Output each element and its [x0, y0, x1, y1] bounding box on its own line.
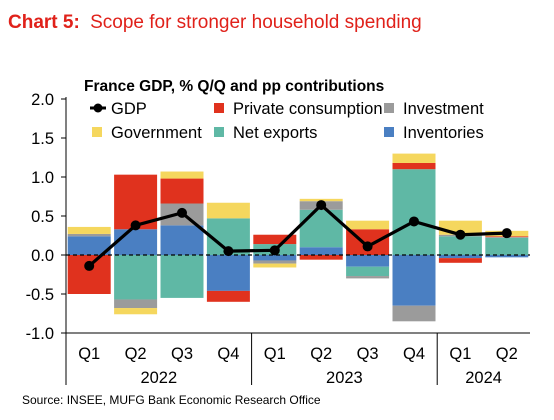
- gdp-point: [362, 241, 373, 252]
- bar-segment-private-consumption: [160, 178, 204, 204]
- chart-subtitle: France GDP, % Q/Q and pp contributions: [84, 78, 384, 95]
- x-tick-label: Q1: [449, 345, 471, 363]
- x-tick-label: Q3: [171, 345, 193, 363]
- x-year-label: 2022: [140, 369, 177, 387]
- bar-segment-net-exports: [114, 255, 158, 300]
- bar-segment-inventories: [438, 255, 482, 259]
- bar-segment-net-exports: [485, 237, 529, 255]
- gdp-point: [84, 260, 95, 271]
- x-axis: Q1 Q2 Q3 Q4 Q1 Q2 Q3 Q4 Q1 Q2 2022 2023 2024: [65, 333, 518, 387]
- bar-segment-inventories: [160, 225, 204, 255]
- bar-segment-investment: [67, 233, 111, 237]
- bar-segment-net-exports: [160, 255, 204, 298]
- legend-swatch-inventories: [384, 127, 394, 137]
- y-tick-label: 0.5: [31, 208, 54, 226]
- gdp-point: [455, 229, 466, 240]
- x-year-label: 2023: [326, 369, 363, 387]
- x-tick-label: Q2: [125, 345, 147, 363]
- legend-label: Private consumption: [233, 100, 383, 118]
- y-axis: -1.0 -0.5 0.0 0.5 1.0 1.5 2.0: [26, 91, 66, 343]
- x-tick-label: Q1: [264, 345, 286, 363]
- y-tick-label: 1.5: [31, 130, 54, 148]
- gdp-point: [501, 228, 512, 239]
- bar-segment-net-exports: [346, 266, 390, 277]
- bar-segment-government: [299, 198, 343, 202]
- bar-segment-inventories: [67, 236, 111, 255]
- bar-segment-government: [253, 263, 297, 268]
- y-tick-label: 2.0: [31, 91, 54, 109]
- bar-segment-government: [206, 202, 250, 219]
- gdp-point: [269, 245, 280, 256]
- gdp-line: [88, 202, 507, 268]
- legend: GDP Private consumption Investment Governme…: [90, 100, 484, 142]
- bar-segment-inventories: [346, 255, 390, 267]
- gdp-point: [316, 200, 327, 211]
- legend-gdp-marker: [93, 103, 103, 113]
- legend-label: Inventories: [403, 124, 484, 142]
- bar-segment-inventories: [206, 255, 250, 291]
- gdp-point: [409, 216, 419, 227]
- x-tick-label: Q3: [357, 345, 379, 363]
- bar-segment-private-consumption: [206, 290, 250, 302]
- legend-swatch-net-exports: [214, 127, 224, 137]
- bar-segment-inventories: [392, 255, 436, 306]
- bar-segment-government: [392, 153, 436, 163]
- bar-segment-inventories: [253, 255, 297, 261]
- bar-segment-government: [346, 220, 390, 230]
- gdp-point: [177, 207, 187, 218]
- bar-segment-private-consumption: [438, 258, 482, 263]
- bar-segment-private-consumption: [253, 234, 297, 245]
- x-tick-label: Q1: [78, 345, 100, 363]
- y-tick-label: 0.0: [31, 247, 54, 265]
- gdp-point: [130, 220, 141, 231]
- legend-label: Government: [111, 124, 202, 142]
- chart-number-label: Chart 5:: [8, 12, 80, 33]
- x-tick-label: Q2: [496, 345, 518, 363]
- legend-label: Investment: [403, 100, 484, 118]
- bar-segment-government: [114, 308, 158, 315]
- legend-label: GDP: [111, 100, 147, 118]
- source-note: Source: INSEE, MUFG Bank Economic Resear…: [22, 393, 321, 407]
- bar-segment-net-exports: [392, 169, 436, 255]
- legend-swatch-private-consumption: [214, 103, 224, 113]
- x-tick-label: Q2: [310, 345, 332, 363]
- bar-segment-investment: [114, 299, 158, 309]
- bar-segment-government: [67, 226, 111, 234]
- legend-swatch-investment: [384, 103, 394, 113]
- bar-segment-private-consumption: [392, 162, 436, 170]
- legend-swatch-government: [92, 127, 102, 137]
- bar-segment-investment: [253, 260, 297, 264]
- bar-segment-net-exports: [438, 236, 482, 255]
- bar-segment-investment: [346, 276, 390, 279]
- y-tick-label: -1.0: [26, 325, 54, 343]
- gdp-point: [223, 246, 234, 257]
- legend-label: Net exports: [233, 124, 317, 142]
- bar-segment-private-consumption: [299, 255, 343, 260]
- bar-segment-net-exports: [299, 209, 343, 248]
- bar-segment-inventories: [299, 247, 343, 255]
- bar-segment-investment: [392, 305, 436, 322]
- y-tick-label: -0.5: [26, 286, 54, 304]
- gdp-line-series: [84, 200, 512, 271]
- y-tick-label: 1.0: [31, 169, 54, 187]
- chart-header-title: Scope for stronger household spending: [90, 12, 422, 33]
- chart-header: Chart 5: Scope for stronger household sp…: [8, 12, 422, 33]
- bar-segment-inventories: [114, 229, 158, 255]
- x-tick-label: Q4: [403, 345, 425, 363]
- bar-segment-inventories: [485, 255, 529, 258]
- bar-segment-private-consumption: [67, 255, 111, 294]
- x-year-label: 2024: [465, 369, 502, 387]
- bar-segment-government: [160, 171, 204, 179]
- x-tick-label: Q4: [217, 345, 239, 363]
